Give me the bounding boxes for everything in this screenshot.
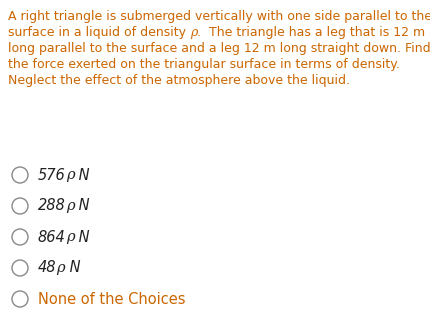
Text: None of the Choices: None of the Choices (38, 291, 185, 307)
Text: A right triangle is submerged vertically with one side parallel to the: A right triangle is submerged vertically… (8, 10, 430, 23)
Text: N: N (65, 261, 80, 275)
Text: N: N (74, 230, 90, 244)
Text: N: N (74, 167, 90, 183)
Text: surface in a liquid of density: surface in a liquid of density (8, 26, 190, 39)
Text: ρ: ρ (56, 261, 65, 275)
Text: Neglect the effect of the atmosphere above the liquid.: Neglect the effect of the atmosphere abo… (8, 74, 349, 87)
Text: N: N (74, 198, 90, 214)
Text: 288: 288 (38, 198, 66, 214)
Text: .  The triangle has a leg that is 12 m: . The triangle has a leg that is 12 m (197, 26, 424, 39)
Text: 864: 864 (38, 230, 66, 244)
Text: ρ: ρ (66, 168, 74, 182)
Text: ρ: ρ (66, 230, 74, 244)
Text: ρ: ρ (190, 26, 197, 39)
Text: the force exerted on the triangular surface in terms of density.: the force exerted on the triangular surf… (8, 58, 399, 71)
Text: long parallel to the surface and a leg 12 m long straight down. Find: long parallel to the surface and a leg 1… (8, 42, 430, 55)
Text: ρ: ρ (66, 199, 74, 213)
Text: 576: 576 (38, 167, 66, 183)
Text: 48: 48 (38, 261, 56, 275)
